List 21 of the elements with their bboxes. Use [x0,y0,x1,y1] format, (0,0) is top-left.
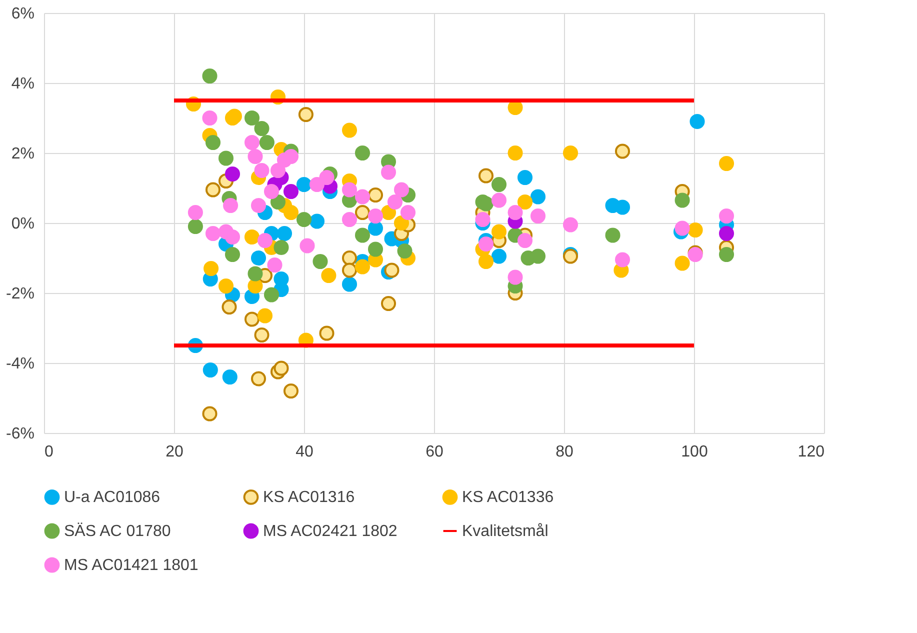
x-tick-label: 20 [166,444,184,460]
legend-label: KS AC01316 [263,489,355,506]
x-tick-label: 80 [556,444,574,460]
legend-label: Kvalitetsmål [462,523,548,540]
legend-label: KS AC01336 [462,489,554,506]
y-tick-label: -6% [6,426,34,442]
x-tick-label: 120 [798,444,825,460]
y-tick-label: 4% [11,76,34,92]
legend-label: U-a AC01086 [64,489,160,506]
y-tick-label: -4% [6,356,34,372]
y-tick-label: 6% [11,6,34,22]
x-tick-label: 100 [681,444,708,460]
x-tick-label: 0 [44,444,54,460]
x-tick-label: 40 [296,444,314,460]
y-tick-label: 0% [11,216,34,232]
legend-label: MS AC02421 1802 [263,523,398,540]
y-tick-label: -2% [6,286,34,302]
x-tick-label: 60 [426,444,444,460]
legend-label: SÄS AC 01780 [64,522,171,540]
legend-label: MS AC01421 1801 [64,557,198,574]
y-tick-label: 2% [11,146,34,162]
